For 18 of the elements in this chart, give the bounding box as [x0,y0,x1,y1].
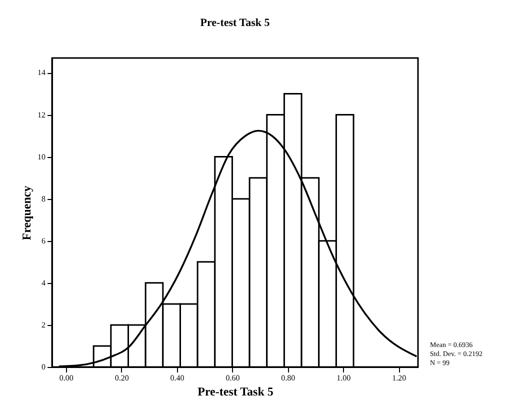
x-tick-label: 1.20 [392,374,406,382]
y-tick-label: 0 [42,362,46,372]
x-tick-label: 0.80 [281,374,296,382]
x-tick-label: 0.40 [170,374,184,382]
x-tick-label: 1.00 [336,374,351,382]
y-tick-label: 10 [38,152,46,162]
y-tick-label: 2 [42,320,46,330]
chart-title: Pre-test Task 5 [200,17,270,29]
x-tick-label: 0.60 [226,374,240,382]
y-tick-label: 4 [42,278,46,288]
y-tick-label: 14 [38,68,46,78]
x-axis-title: Pre-test Task 5 [198,384,274,398]
y-tick-label: 8 [42,194,46,204]
y-tick-label: 6 [42,236,46,246]
y-tick-label: 12 [38,110,46,120]
x-tick-label: 0.00 [59,374,74,382]
y-axis-title: Frequency [20,186,34,240]
x-tick-label: 0.20 [114,374,129,382]
